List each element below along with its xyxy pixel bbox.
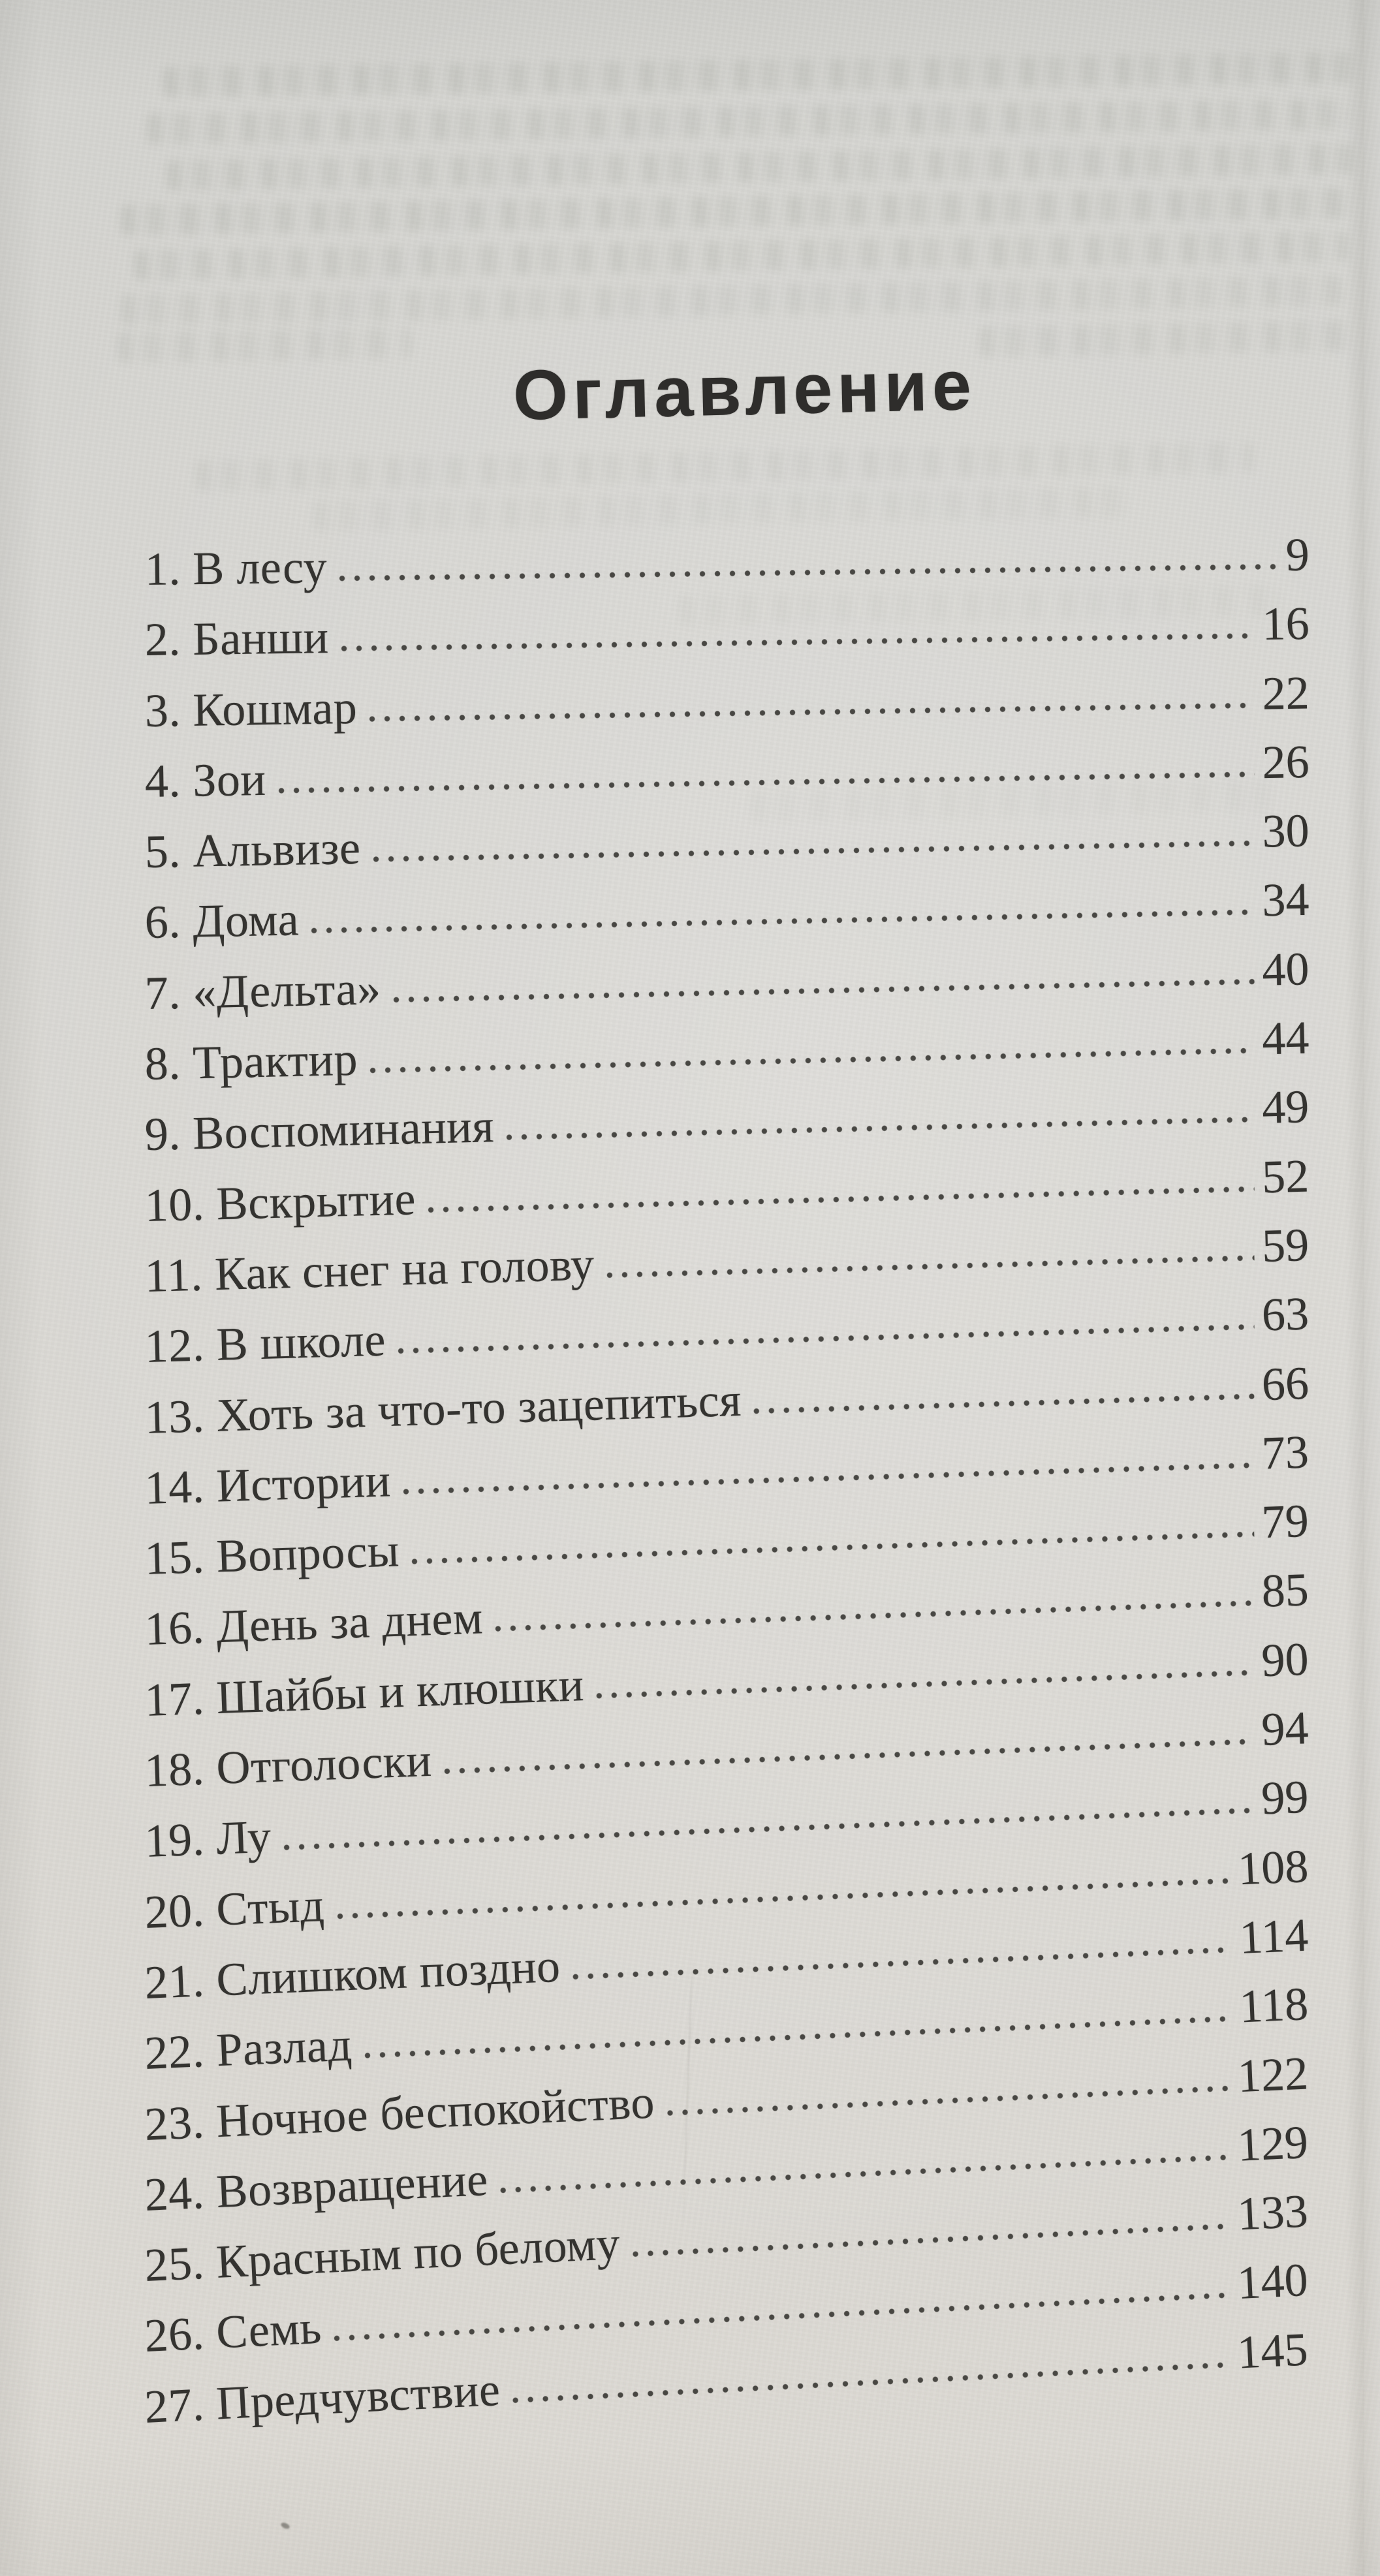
dot-leader [372, 840, 1255, 863]
bleedthrough-line [163, 52, 1358, 98]
toc-entry-page: 44 [1261, 1011, 1310, 1065]
toc-entry-page: 94 [1260, 1701, 1309, 1756]
toc-entry-label: 11. Как снег на голову [144, 1237, 595, 1302]
bleedthrough-line [120, 275, 1342, 325]
page-edge-highlight [1364, 0, 1380, 2576]
paper-speck [279, 2521, 291, 2530]
dot-leader [606, 1254, 1255, 1279]
toc-entry-page: 52 [1261, 1149, 1310, 1203]
dot-leader [595, 1669, 1255, 1699]
dot-leader [369, 1047, 1255, 1074]
toc-entry-label: 15. Вопросы [144, 1524, 400, 1585]
toc-entry-label: 19. Лу [144, 1810, 273, 1868]
bleedthrough-line [979, 320, 1352, 357]
dot-leader [506, 1116, 1255, 1141]
toc-entry-label: 12. В школе [144, 1313, 386, 1373]
page-title: Оглавление [512, 345, 977, 435]
dot-leader [311, 909, 1255, 935]
toc-entry-page: 145 [1236, 2323, 1309, 2379]
page-edge-shadow [1345, 0, 1364, 2576]
bleedthrough-line [166, 144, 1355, 191]
toc-entry-page: 90 [1261, 1632, 1309, 1687]
toc-entry-page: 114 [1238, 1908, 1309, 1964]
toc-entry-label: 16. День за днем [144, 1591, 484, 1656]
bleedthrough-line [133, 231, 1349, 281]
toc-entry-label: 7. «Дельта» [144, 962, 382, 1019]
toc-entry-page: 26 [1261, 735, 1310, 789]
dot-leader [428, 1185, 1255, 1213]
toc-entry-label: 5. Альвизе [144, 822, 362, 878]
toc-entry-label: 9. Воспоминания [144, 1100, 495, 1161]
dot-leader [277, 771, 1255, 794]
dot-leader [666, 2085, 1231, 2117]
toc-entry-label: 8. Трактир [144, 1032, 358, 1091]
toc-entry-page: 108 [1236, 1839, 1309, 1895]
toc-entry-page: 66 [1261, 1356, 1310, 1410]
toc-list: 1. В лесу 9 2. Банши 16 3. Кошмар 22 4. Зои 26 5… [143, 529, 1310, 2442]
toc-entry-label: 10. Вскрытие [144, 1172, 416, 1232]
toc-entry-page: 9 [1285, 528, 1310, 582]
dot-leader [512, 2361, 1231, 2404]
toc-entry-page: 118 [1238, 1978, 1309, 2033]
bleedthrough-line [146, 99, 1352, 144]
dot-leader [392, 978, 1255, 1004]
toc-entry-label: 14. Истории [144, 1454, 392, 1514]
toc-entry-page: 79 [1261, 1495, 1309, 1549]
toc-entry-label: 4. Зои [144, 753, 267, 807]
toc-entry-page: 129 [1236, 2115, 1309, 2171]
toc-entry-page: 59 [1261, 1218, 1310, 1272]
dot-leader [495, 1600, 1255, 1633]
toc-entry-label: 6. Дома [144, 893, 300, 949]
toc-entry-page: 140 [1236, 2254, 1309, 2310]
toc-entry-page: 30 [1261, 804, 1310, 858]
dot-leader [398, 1324, 1255, 1355]
toc-entry-label: 18. Отголоски [144, 1733, 433, 1797]
toc-entry-label: 1. В лесу [144, 540, 328, 595]
bleedthrough-line [195, 442, 1254, 491]
toc-entry-label: 3. Кошмар [144, 681, 358, 737]
toc-entry-page: 73 [1261, 1425, 1310, 1480]
toc-entry-page: 63 [1261, 1287, 1310, 1341]
toc-entry-page: 49 [1261, 1080, 1310, 1134]
toc-entry-page: 34 [1261, 873, 1310, 927]
toc-entry-page: 99 [1260, 1771, 1309, 1825]
toc-entry-label: 22. Разлад [143, 2018, 353, 2080]
toc-entry-label: 26. Семь [143, 2301, 323, 2363]
toc-entry-page: 133 [1236, 2184, 1309, 2241]
dot-leader [369, 702, 1255, 722]
toc-entry-page: 122 [1236, 2047, 1309, 2102]
toc-entry-page: 16 [1262, 597, 1310, 651]
bleedthrough-line [117, 328, 412, 363]
dot-leader [402, 1462, 1255, 1495]
dot-leader [340, 632, 1255, 653]
dot-leader [339, 563, 1279, 582]
dot-leader [753, 1393, 1255, 1415]
toc-entry-label: 20. Стыд [143, 1878, 326, 1938]
toc-entry-label: 2. Банши [144, 611, 330, 666]
toc-entry-page: 22 [1262, 666, 1310, 720]
toc-entry-page: 40 [1261, 942, 1310, 996]
bleedthrough-line [120, 187, 1355, 236]
toc-entry-page: 85 [1261, 1563, 1309, 1618]
